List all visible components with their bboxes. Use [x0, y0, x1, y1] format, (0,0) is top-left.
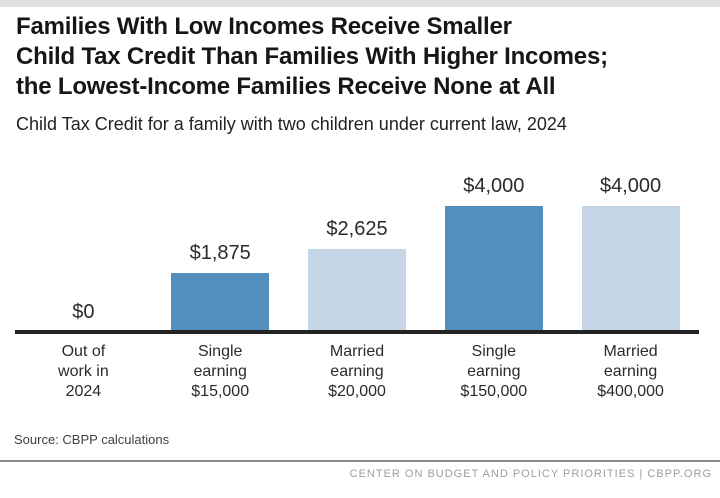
organization-credit: CENTER ON BUDGET AND POLICY PRIORITIES |…: [349, 468, 712, 480]
category-label: Married earning $20,000: [328, 343, 386, 400]
footer-divider: [0, 460, 720, 462]
bar-group-out-of-work: $0: [15, 170, 152, 332]
bar-value-label: $2,625: [326, 218, 388, 241]
x-axis-labels: Out of work in 2024 Single earning $15,0…: [15, 342, 699, 402]
bar: [444, 206, 543, 332]
category-label: Single earning $150,000: [460, 343, 528, 400]
bar-chart: $0 $1,875 $2,625 $4,000 $4,000: [15, 170, 699, 332]
bar: [581, 206, 680, 332]
source-note: Source: CBPP calculations: [14, 432, 170, 447]
bar-group-single-15000: $1,875: [152, 170, 289, 332]
bar-group-married-400000: $4,000: [562, 170, 699, 332]
top-border-strip: [0, 0, 720, 7]
bar: [171, 272, 270, 332]
bar-value-label: $0: [72, 301, 95, 323]
bar-group-married-20000: $2,625: [289, 170, 426, 332]
chart-subtitle: Child Tax Credit for a family with two c…: [16, 114, 567, 134]
category-label: Out of work in 2024: [58, 343, 109, 400]
bar-value-label: $4,000: [463, 175, 525, 197]
chart-title: Families With Low Incomes Receive Smalle…: [16, 13, 608, 100]
bar-group-single-150000: $4,000: [425, 170, 562, 332]
category-label: Married earning $400,000: [597, 343, 664, 400]
category-label: Single earning $15,000: [191, 343, 250, 400]
bar-value-label: $4,000: [600, 175, 662, 197]
bar: [307, 249, 406, 332]
x-axis-line: [15, 330, 699, 334]
bar-value-label: $1,875: [189, 241, 251, 264]
